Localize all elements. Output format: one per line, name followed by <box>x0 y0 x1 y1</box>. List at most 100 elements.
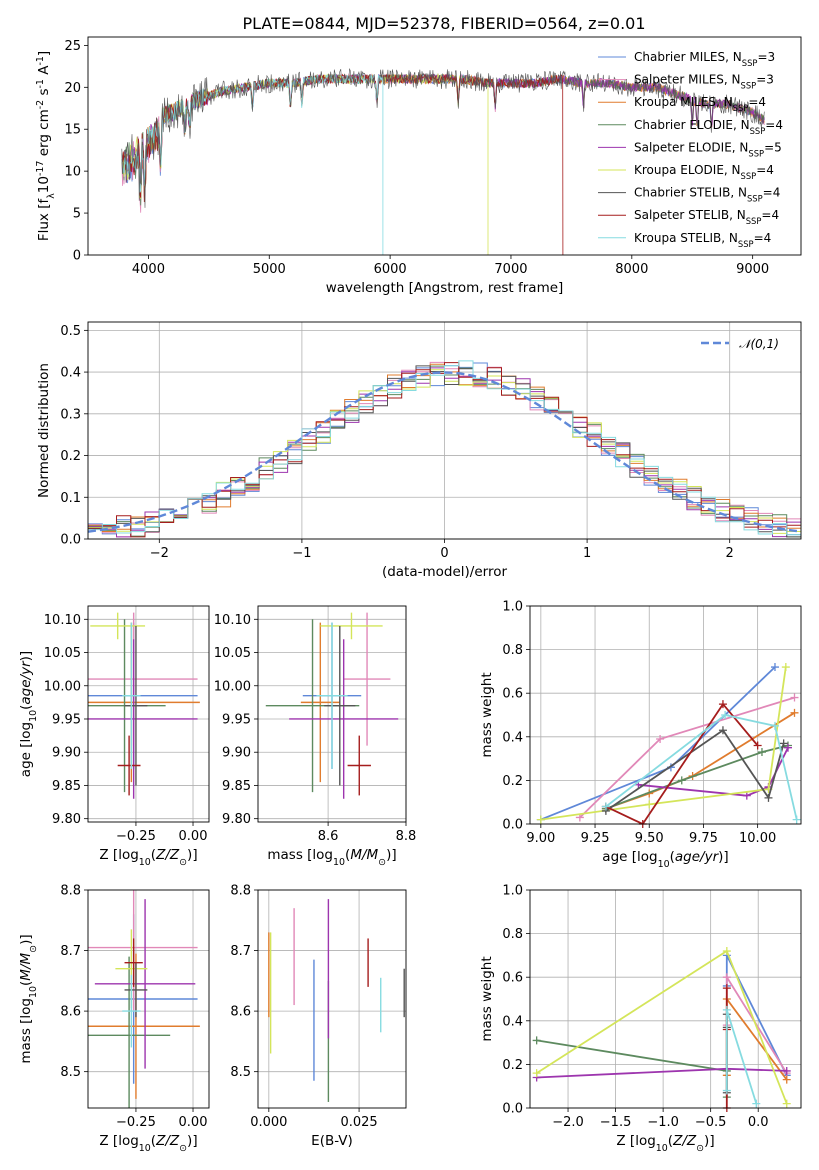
text-run: )] <box>18 934 34 945</box>
text-run: Normed distribution <box>36 363 52 498</box>
subscript: 10 <box>28 710 39 722</box>
legend-label-salpeter_stelib: Salpeter STELIB, NSSP​=4 <box>634 208 779 226</box>
text-run: =4 <box>763 186 781 200</box>
weight-marker-kroupa_stelib <box>722 1005 731 1014</box>
text-run: age [log <box>18 722 34 777</box>
x-tick-label: 0.025 <box>340 1115 377 1130</box>
y-tick-label: 9.80 <box>52 812 81 827</box>
superscript: -1 <box>35 79 46 88</box>
x-tick-label: 9.00 <box>526 831 555 846</box>
residuals-legend: 𝒩(0,1) <box>701 337 779 351</box>
y-tick-label: 0.6 <box>502 971 523 986</box>
weight-marker-kroupa_elodie <box>781 663 790 672</box>
x-tick-label: −0.25 <box>116 829 156 844</box>
y-tick-label: 0.0 <box>60 533 81 548</box>
age_vs_mass-frame <box>257 605 407 823</box>
weight-marker-kroupa_stelib <box>722 1086 731 1095</box>
weight-marker-kroupa_stelib <box>601 802 610 811</box>
x-tick-label: 1 <box>583 546 591 561</box>
weight-line-salpeter_stelib <box>605 702 759 824</box>
normal-reference-curve <box>88 371 801 533</box>
subscript: ⊙ <box>696 1143 704 1154</box>
text-run: =4 <box>761 208 779 222</box>
legend-label-kroupa_stelib: Kroupa STELIB, NSSP​=4 <box>634 231 771 249</box>
y-tick-label: 10 <box>64 165 81 180</box>
superscript: -17 <box>35 161 46 176</box>
errorbar-salpeter_stelib <box>347 735 371 796</box>
residuals-frame <box>87 321 802 540</box>
text-run: ( <box>151 1133 156 1149</box>
legend-label-kroupa_miles: Kroupa MILES, NSSP​=4 <box>634 95 766 113</box>
y-tick-label: 0.0 <box>502 1102 523 1117</box>
text-run: Kroupa MILES, N <box>634 95 733 109</box>
weight-marker-salpeter_elodie <box>742 791 751 800</box>
text-run: Kroupa STELIB, N <box>634 231 738 245</box>
legend-label-kroupa_elodie: Kroupa ELODIE, NSSP​=4 <box>634 163 774 181</box>
y-tick-label: 0.4 <box>502 730 523 745</box>
weight-marker-chabrier_stelib <box>779 739 788 748</box>
histogram-kroupa_stelib <box>88 360 801 538</box>
subscript: SSP <box>741 171 757 181</box>
errorbar-chabrier_stelib <box>124 625 148 786</box>
age_vs_Z-frame <box>87 605 210 823</box>
errorbar-kroupa_miles <box>300 622 340 783</box>
errorbar-kroupa_stelib <box>122 622 141 769</box>
superscript: -1 <box>35 56 46 65</box>
errorbar-kroupa_stelib <box>122 974 141 1048</box>
weight-marker-chabrier_stelib <box>718 726 727 735</box>
spectrum-panel: 4000 5000 6000 7000 8000 9000 0 5 10 15 20 25 wavele… <box>35 36 802 296</box>
legend-label-chabrier_elodie: Chabrier ELODIE, NSSP​=4 <box>634 118 783 136</box>
y-tick-label: 0.2 <box>60 449 81 464</box>
weight-marker-chabrier_elodie <box>757 748 766 757</box>
y-tick-label: 8.8 <box>230 884 251 899</box>
y-tick-label: 20 <box>64 81 81 96</box>
text-run: age [log <box>602 849 657 865</box>
mass-vs-metallicity-panel: −0.25 0.00 8.5 8.6 8.7 8.8 Z [log10​(Z/Z⊙​)] ma… <box>18 884 210 1154</box>
math-run: M/M <box>350 847 378 863</box>
weight-marker-salpeter_stelib <box>753 741 762 750</box>
x-tick-label: 0.000 <box>250 1115 287 1130</box>
y-axis-label: mass weight <box>479 672 495 757</box>
text-run: =3 <box>756 73 774 87</box>
text-run: ] <box>36 51 52 56</box>
errorbar-salpeter_miles <box>343 612 391 746</box>
weight-line-chabrier_stelib <box>605 729 785 812</box>
legend-label-salpeter_elodie: Salpeter ELODIE, NSSP​=5 <box>634 140 782 158</box>
text-run: wavelength [Angstrom, rest frame] <box>326 280 564 296</box>
text-run: s <box>36 88 52 99</box>
text-run: )] <box>386 847 397 863</box>
subscript: 10 <box>333 857 345 868</box>
legend-label-chabrier_stelib: Chabrier STELIB, NSSP​=4 <box>634 186 780 204</box>
text-run: =4 <box>748 95 766 109</box>
y-tick-label: 0.8 <box>502 643 523 658</box>
errorbar-salpeter_elodie <box>94 899 196 1069</box>
age-vs-mass-panel: 8.6 8.8 9.80 9.85 9.90 9.95 10.00 10.05 10.10 mas… <box>214 605 416 868</box>
text-run: ( <box>151 847 156 863</box>
mass_vs_ebv-plot-area <box>258 890 406 1108</box>
text-run: )] <box>187 847 198 863</box>
x-tick-label: −1.0 <box>647 1115 679 1130</box>
text-run: Chabrier ELODIE, N <box>634 118 750 132</box>
y-tick-label: 0.5 <box>60 324 81 339</box>
math-run: Z/Z <box>155 847 180 863</box>
text-run: ( <box>668 1133 673 1149</box>
subscript: SSP <box>733 103 749 113</box>
weight-marker-salpeter_stelib <box>722 984 731 993</box>
weight-marker-chabrier_miles <box>770 663 779 672</box>
y-tick-label: 8.7 <box>60 944 81 959</box>
x-axis-label: wavelength [Angstrom, rest frame] <box>326 280 564 296</box>
x-tick-label: 10.00 <box>739 831 776 846</box>
y-tick-label: 9.95 <box>52 712 81 727</box>
y-axis-label: Flux [fλ​10-17​ erg cm-2​ s-1​ A-1​] <box>35 51 57 241</box>
legend-label-normal: 𝒩(0,1) <box>739 337 779 351</box>
errorbar-chabrier_stelib <box>124 962 148 1018</box>
weight-marker-kroupa_miles <box>782 1075 791 1084</box>
text-run: ( <box>18 981 34 986</box>
math-run: Z/Z <box>672 1133 697 1149</box>
subscript: SSP <box>738 239 754 249</box>
spectrum-plot-area <box>88 37 801 255</box>
subscript: SSP <box>750 126 766 136</box>
y-axis-label: mass [log10​(M/M⊙​)] <box>18 934 39 1063</box>
spectrum-frame <box>87 36 802 256</box>
text-run: mass weight <box>479 956 495 1041</box>
